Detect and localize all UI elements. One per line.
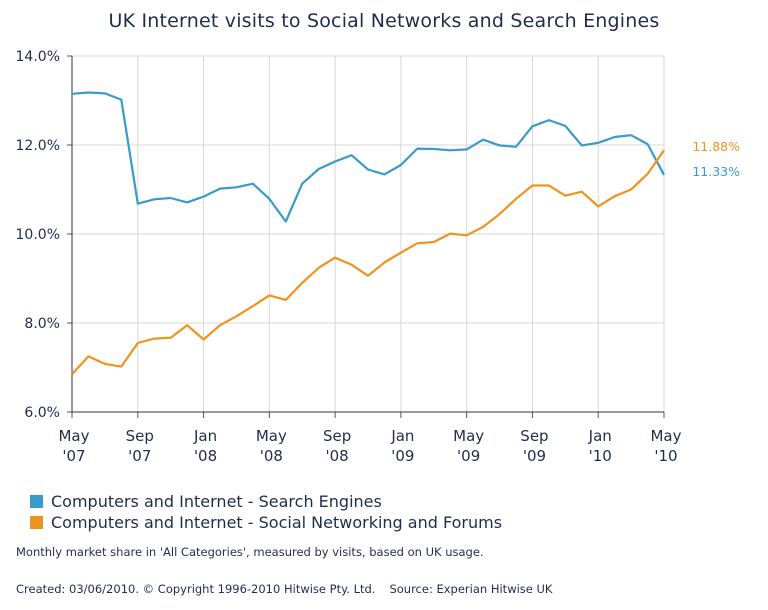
y-tick-label: 10.0%: [16, 227, 60, 243]
legend-swatch-social-networking: [30, 516, 43, 529]
x-tick-label-year: '08: [260, 447, 283, 465]
x-tick-label-month: Jan: [193, 427, 217, 445]
y-axis-tick-labels: 6.0% 8.0% 10.0% 12.0% 14.0%: [16, 49, 60, 421]
series-line-search-engines: [71, 91, 665, 223]
x-axis-tick-labels: May '07 Sep '07 Jan '08 May '08 Sep '08 Jan '09 May '…: [58, 427, 681, 465]
x-tick-label-year: '08: [194, 447, 217, 465]
x-tick-label-year: '09: [523, 447, 546, 465]
axes: [67, 55, 665, 418]
chart-credit-line: Created: 03/06/2010. © Copyright 1996-20…: [16, 582, 552, 596]
x-tick-label-month: May: [453, 427, 484, 445]
end-label-search-engines: 11.33%: [692, 164, 740, 179]
chart-title: UK Internet visits to Social Networks an…: [108, 10, 660, 32]
line-chart: 6.0% 8.0% 10.0% 12.0% 14.0% May '07 Sep '07 Jan '…: [16, 49, 741, 465]
x-tick-label-year: '08: [326, 447, 349, 465]
y-tick-label: 14.0%: [16, 49, 60, 65]
legend-label-search-engines: Computers and Internet - Search Engines: [51, 492, 382, 511]
x-tick-label-month: Jan: [390, 427, 414, 445]
chart-description-note: Monthly market share in 'All Categories'…: [16, 545, 484, 559]
x-tick-label-year: '07: [62, 447, 85, 465]
x-tick-label-year: '09: [391, 447, 414, 465]
grid-lines: [71, 55, 665, 413]
y-tick-label: 12.0%: [16, 138, 60, 154]
x-tick-label-year: '07: [128, 447, 151, 465]
created-copyright-text: Created: 03/06/2010. © Copyright 1996-20…: [16, 582, 376, 596]
series-lines: [71, 91, 665, 375]
x-tick-label-month: Jan: [588, 427, 612, 445]
x-tick-label-year: '09: [457, 447, 480, 465]
series-line-social-networking: [71, 149, 665, 375]
end-value-labels: 11.33% 11.88%: [692, 139, 740, 179]
x-tick-label-month: May: [58, 427, 89, 445]
legend-label-social-networking: Computers and Internet - Social Networki…: [51, 513, 503, 532]
x-tick-label-month: May: [650, 427, 681, 445]
legend-swatch-search-engines: [30, 495, 43, 508]
y-tick-label: 8.0%: [24, 316, 60, 332]
y-tick-label: 6.0%: [24, 405, 60, 421]
x-tick-label-year: '10: [654, 447, 677, 465]
x-tick-label-month: Sep: [520, 427, 548, 445]
x-tick-label-month: Sep: [126, 427, 154, 445]
legend-item-search-engines: Computers and Internet - Search Engines: [30, 492, 382, 511]
x-tick-label-month: Sep: [323, 427, 351, 445]
legend-item-social-networking: Computers and Internet - Social Networki…: [30, 513, 502, 532]
end-label-social-networking: 11.88%: [692, 139, 740, 154]
source-text: Source: Experian Hitwise UK: [389, 582, 553, 596]
x-tick-label-month: May: [256, 427, 287, 445]
x-tick-label-year: '10: [589, 447, 612, 465]
